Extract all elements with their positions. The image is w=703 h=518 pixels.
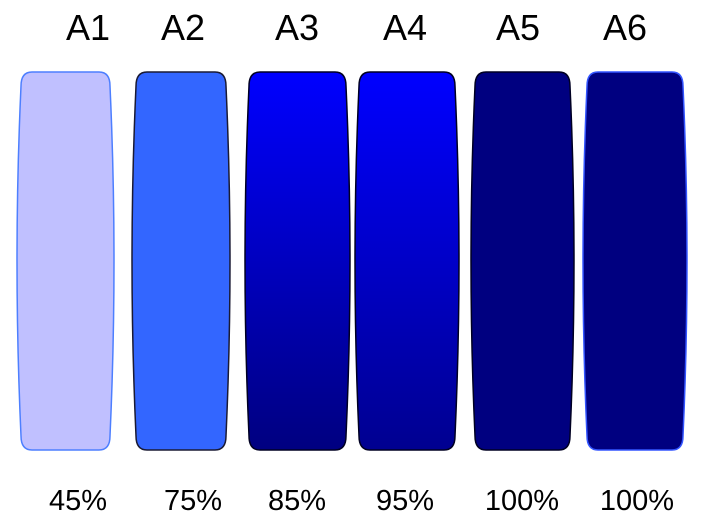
swatch-a1: A1 45% [16, 7, 115, 517]
swatch-capsule-a1 [16, 71, 115, 451]
swatch-capsule-a6 [582, 71, 688, 451]
swatch-a4: A4 95% [354, 7, 460, 517]
swatch-a2: A2 75% [131, 7, 231, 517]
swatch-label-a1: A1 [66, 7, 110, 48]
swatch-percent-a5: 100% [485, 485, 559, 517]
swatch-label-a2: A2 [161, 7, 205, 48]
swatch-label-a4: A4 [383, 7, 427, 48]
swatch-percent-a3: 85% [268, 485, 326, 517]
swatch-percent-a2: 75% [164, 485, 222, 517]
swatch-capsule-a5 [470, 71, 575, 451]
swatch-capsule-a3 [244, 71, 351, 451]
swatch-a3: A3 85% [244, 7, 351, 517]
swatch-capsule-a4 [354, 71, 460, 451]
swatch-label-a5: A5 [496, 7, 540, 48]
swatch-percent-a6: 100% [600, 485, 674, 517]
swatch-percent-a1: 45% [49, 485, 107, 517]
swatch-label-a3: A3 [275, 7, 319, 48]
swatch-label-a6: A6 [603, 7, 647, 48]
swatch-a5: A5 100% [470, 7, 575, 517]
swatch-capsule-a2 [131, 71, 231, 451]
swatch-percent-a4: 95% [376, 485, 434, 517]
swatch-a6: A6 100% [582, 7, 688, 517]
